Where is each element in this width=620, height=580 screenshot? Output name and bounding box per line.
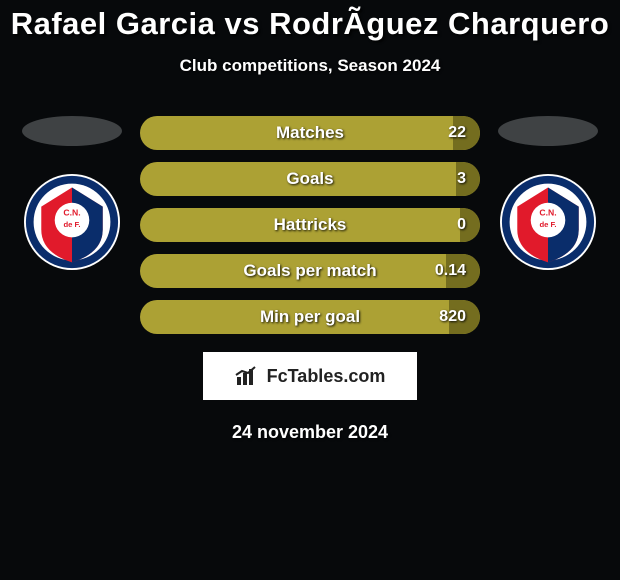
right-player-ellipse (498, 116, 598, 146)
date-text: 24 november 2024 (0, 422, 620, 443)
right-club-badge: C.N. de F. (500, 174, 596, 270)
page-title: Rafael Garcia vs RodrÃ­guez Charquero (0, 0, 620, 42)
shield-icon: C.N. de F. (24, 174, 120, 270)
stat-row: Matches22 (140, 116, 480, 150)
stat-label: Hattricks (140, 208, 480, 242)
bar-chart-icon (235, 365, 261, 387)
svg-text:de F.: de F. (63, 220, 80, 229)
stat-row: Hattricks0 (140, 208, 480, 242)
brand-label: FcTables.com (267, 366, 386, 387)
brand-box: FcTables.com (203, 352, 417, 400)
stat-value-right: 0 (457, 208, 466, 242)
right-player-column: C.N. de F. (498, 116, 598, 270)
stat-label: Matches (140, 116, 480, 150)
stat-label: Goals (140, 162, 480, 196)
stat-label: Goals per match (140, 254, 480, 288)
svg-text:C.N.: C.N. (539, 207, 556, 217)
svg-text:C.N.: C.N. (63, 207, 80, 217)
stat-row: Min per goal820 (140, 300, 480, 334)
stat-value-right: 22 (448, 116, 466, 150)
svg-text:de F.: de F. (539, 220, 556, 229)
stat-row: Goals per match0.14 (140, 254, 480, 288)
stat-value-right: 0.14 (435, 254, 466, 288)
shield-icon: C.N. de F. (500, 174, 596, 270)
left-player-ellipse (22, 116, 122, 146)
stat-value-right: 3 (457, 162, 466, 196)
left-player-column: C.N. de F. (22, 116, 122, 270)
stat-label: Min per goal (140, 300, 480, 334)
stat-value-right: 820 (439, 300, 466, 334)
subtitle: Club competitions, Season 2024 (0, 56, 620, 76)
stat-row: Goals3 (140, 162, 480, 196)
comparison-infographic: Rafael Garcia vs RodrÃ­guez Charquero Cl… (0, 0, 620, 580)
left-club-badge: C.N. de F. (24, 174, 120, 270)
content-area: C.N. de F. Matches22 Goals3 Hattricks0 Goal… (0, 116, 620, 334)
stats-table: Matches22 Goals3 Hattricks0 Goals per match… (140, 116, 480, 334)
